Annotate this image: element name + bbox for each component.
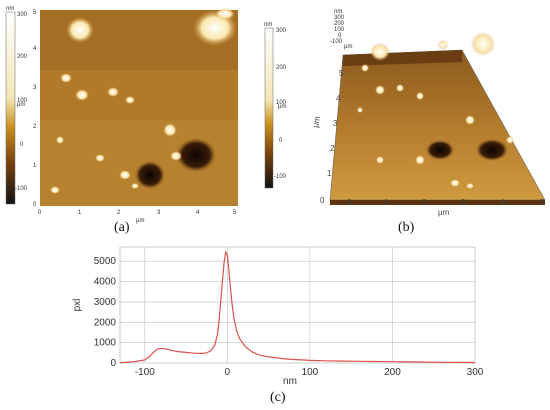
b-ytick-1: 1 [327, 169, 332, 178]
afm-2d-axes: 0 1 2 3 4 5 μm 0 1 2 3 4 5 [33, 10, 237, 224]
colorbar-b-unit: nm [264, 22, 272, 28]
b-z-100: 100 [334, 27, 345, 33]
a-xtick-3: 3 [157, 210, 161, 216]
colorbar-b-tick-200: 200 [276, 65, 287, 71]
b-ytick-5: 5 [339, 69, 344, 78]
y-tick-label: 4000 [94, 277, 117, 288]
b-z-small: μm [344, 44, 352, 50]
a-xtick-4: 4 [196, 210, 200, 216]
colorbar-b-bar [264, 27, 274, 189]
colorbar-b-mid: μm [278, 104, 286, 110]
b-ytick-4: 4 [336, 94, 341, 103]
a-ytick-4: 4 [33, 46, 37, 52]
x-tick-label: -100 [135, 367, 155, 378]
b-xtick-2: 2 [422, 198, 427, 207]
afm-3d-yaxis: 5 4 3 2 1 0 μm [311, 69, 344, 205]
a-ytick-1: 1 [33, 163, 37, 169]
b-z-unit: nm [334, 9, 342, 15]
colorbar-a-tick-200: 200 [17, 54, 28, 60]
b-z-0: 0 [338, 33, 342, 39]
b-xtick-3: 3 [461, 198, 466, 207]
a-xtick-1: 1 [78, 210, 82, 216]
panel-a: nm 300 200 100 μm 0 -100 [5, 6, 238, 224]
colorbar-a-tick-0: 0 [20, 142, 24, 148]
b-xtick-0: 0 [347, 198, 352, 207]
a-ytick-2: 2 [33, 124, 37, 130]
colorbar-a-tick-neg100: -100 [15, 186, 28, 192]
colorbar-b-tick-neg100: -100 [274, 174, 287, 180]
colorbar-a-tick-300: 300 [17, 12, 28, 18]
panel-b: nm 300 200 100 μm 0 -100 [264, 9, 546, 217]
y-tick-label: 1000 [94, 338, 117, 349]
colorbar-a-tick-100: 100 [17, 98, 28, 104]
profile-line [119, 250, 476, 364]
x-tick-label: 0 [225, 367, 231, 378]
colorbar-a-mid: μm [17, 102, 25, 108]
b-ytick-0: 0 [320, 196, 325, 205]
plot-area [119, 246, 476, 364]
y-tick-label: 2000 [94, 317, 117, 328]
y-tick-label: 3000 [94, 297, 117, 308]
afm-3d-zscale: nm 300 200 100 0 -100 μm [330, 9, 352, 50]
chart-xlabel: nm [283, 376, 297, 387]
y-tick-label: 0 [110, 358, 116, 369]
colorbar-b-tick-0: 0 [279, 138, 283, 144]
afm-3d-xaxis: 0 1 2 3 4 5 μm [347, 198, 545, 217]
y-tick-label: 5000 [94, 256, 117, 267]
colorbar-a-unit: nm [6, 6, 14, 12]
label-c: (c) [270, 390, 286, 405]
colorbar-b: nm 300 200 100 μm 0 -100 [264, 22, 287, 189]
chart-ylabel: pxl [72, 299, 83, 312]
afm-2d-image [40, 8, 238, 206]
a-xunit: μm [136, 218, 144, 224]
a-ytick-3: 3 [33, 85, 37, 91]
b-z-300: 300 [334, 15, 345, 21]
label-b: (b) [398, 220, 415, 235]
x-tick-label: 100 [302, 367, 319, 378]
b-z-neg100: -100 [330, 39, 343, 45]
b-xtick-4: 4 [500, 198, 505, 207]
b-ytick-2: 2 [330, 144, 335, 153]
b-yunit: μm [311, 115, 322, 128]
x-tick-label: 200 [384, 367, 401, 378]
colorbar-b-tick-100: 100 [276, 100, 287, 106]
a-xtick-5: 5 [233, 210, 237, 216]
a-xtick-2: 2 [117, 210, 121, 216]
a-xtick-0: 0 [38, 210, 42, 216]
x-tick-label: 300 [467, 367, 484, 378]
a-ytick-0: 0 [33, 202, 37, 208]
colorbar-b-tick-300: 300 [276, 28, 287, 34]
b-xtick-5: 5 [540, 198, 545, 207]
b-xtick-1: 1 [384, 198, 389, 207]
colorbar-a-bar [5, 11, 16, 205]
a-ytick-5: 5 [33, 10, 37, 16]
label-a: (a) [114, 220, 130, 235]
grid-lines [120, 247, 476, 364]
colorbar-a: nm 300 200 100 μm 0 -100 [5, 6, 28, 205]
b-ytick-3: 3 [333, 119, 338, 128]
b-z-200: 200 [334, 21, 345, 27]
afm-3d-surface [329, 32, 546, 205]
b-xunit: μm [438, 208, 450, 217]
